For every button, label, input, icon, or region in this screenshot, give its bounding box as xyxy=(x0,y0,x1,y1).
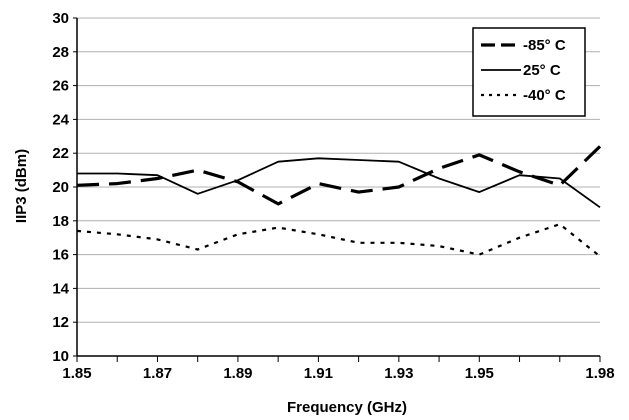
x-tick-label: 1.93 xyxy=(384,365,413,382)
y-tick-label: 28 xyxy=(52,44,69,61)
legend-label-0: -85° C xyxy=(523,37,566,54)
legend-box xyxy=(472,27,586,117)
y-tick-label: 10 xyxy=(52,348,69,365)
series-line-2 xyxy=(76,223,601,258)
x-tick-label: 1.85 xyxy=(62,365,91,382)
y-tick-label: 16 xyxy=(52,247,69,264)
y-tick-label: 24 xyxy=(52,111,69,128)
series-line-1 xyxy=(77,157,601,209)
y-tick-label: 18 xyxy=(52,213,69,230)
x-tick-label: 1.87 xyxy=(143,365,172,382)
x-tick-label: 1.98 xyxy=(585,365,614,382)
series-lines xyxy=(76,145,602,258)
y-tick-label: 30 xyxy=(52,10,69,27)
x-axis-label: Frequency (GHz) xyxy=(287,399,407,416)
legend-label-1: 25° C xyxy=(523,62,561,79)
y-tick-label: 12 xyxy=(52,314,69,331)
y-tick-label: 20 xyxy=(52,179,69,196)
y-axis-label: IIP3 (dBm) xyxy=(13,149,30,223)
y-tick-label: 14 xyxy=(52,280,69,297)
x-axis-tick-labels: 1.85 1.87 1.89 1.91 1.93 1.95 1.98 xyxy=(62,365,614,382)
series-line-0 xyxy=(76,145,602,206)
y-tick-label: 26 xyxy=(52,78,69,95)
y-tick-label: 22 xyxy=(52,145,69,162)
axes xyxy=(73,17,601,362)
x-tick-label: 1.91 xyxy=(304,365,333,382)
x-tick-label: 1.95 xyxy=(465,365,494,382)
x-tick-label: 1.89 xyxy=(223,365,252,382)
legend: -85° C 25° C -40° C xyxy=(472,27,586,117)
legend-label-2: -40° C xyxy=(523,87,566,104)
y-axis-tick-labels: 10 12 14 16 18 20 22 24 26 28 30 xyxy=(52,10,69,365)
